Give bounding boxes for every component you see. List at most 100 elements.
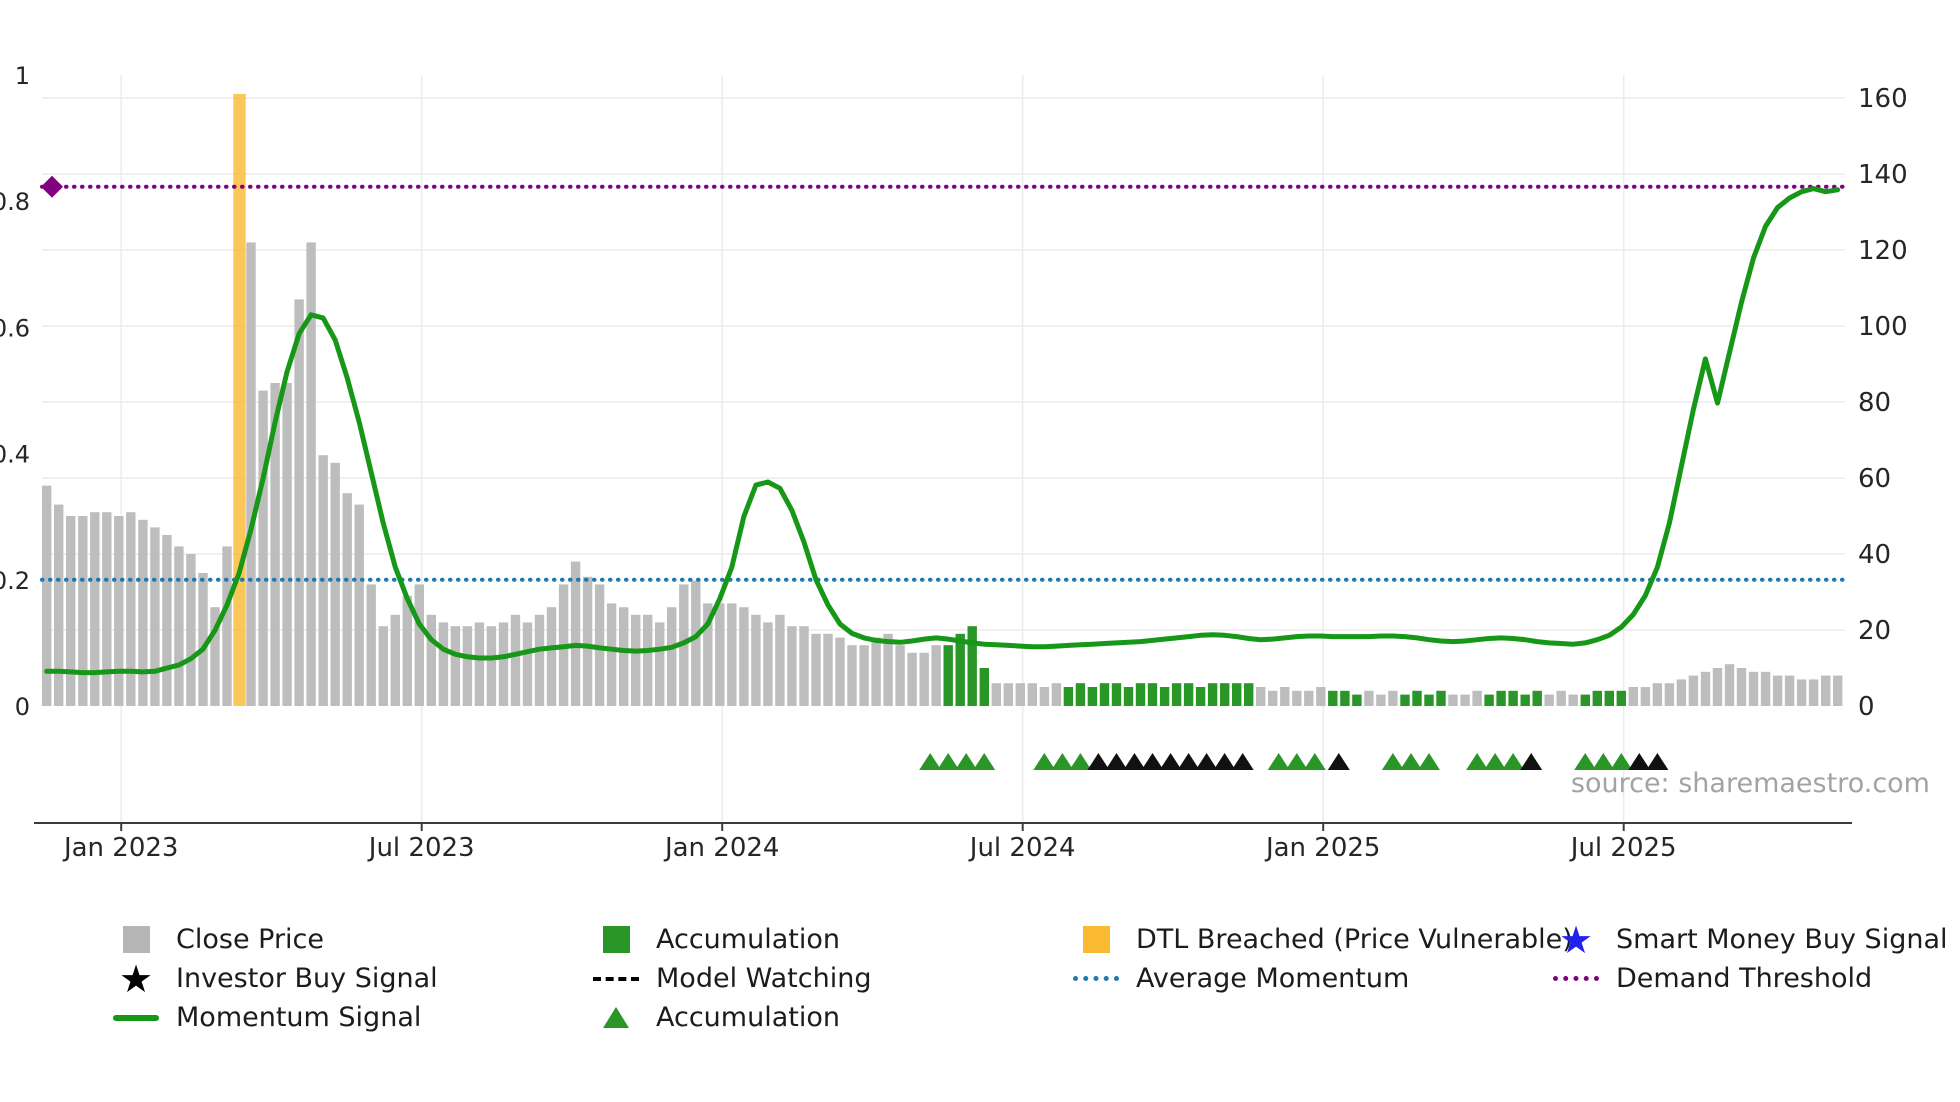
right-tick-label: 160 xyxy=(1858,84,1908,114)
investor-buy-triangle-icon xyxy=(1141,753,1164,770)
right-tick-label: 0 xyxy=(1858,692,1875,722)
square-marker-icon xyxy=(112,926,160,953)
accumulation-triangle-icon xyxy=(973,753,996,770)
buy-signal-markers xyxy=(919,753,1669,770)
x-tick-label: Jul 2024 xyxy=(968,833,1076,863)
x-tick-label: Jul 2025 xyxy=(1569,833,1677,863)
legend-label: Smart Money Buy Signal xyxy=(1616,924,1948,955)
legend-label: Model Watching xyxy=(656,963,872,994)
legend-label: Demand Threshold xyxy=(1616,963,1873,994)
right-tick-label: 80 xyxy=(1858,388,1891,418)
legend-item-accumulation: Accumulation xyxy=(592,920,871,959)
accumulation-triangle-icon xyxy=(1574,753,1597,770)
left-tick-label: 0.6 xyxy=(0,314,30,342)
investor-buy-triangle-icon xyxy=(1105,753,1128,770)
legend-item-momentum-signal: Momentum Signal xyxy=(112,998,438,1037)
gridlines xyxy=(42,75,1845,823)
square-marker-icon xyxy=(1072,926,1120,953)
accumulation-triangle-icon xyxy=(1069,753,1092,770)
right-tick-label: 100 xyxy=(1858,312,1908,342)
legend-column-4: ★ Smart Money Buy Signal Demand Threshold xyxy=(1552,920,1948,998)
x-tick-label: Jan 2023 xyxy=(62,833,179,863)
right-tick-label: 20 xyxy=(1858,616,1891,646)
legend-label: Accumulation xyxy=(656,924,840,955)
momentum-chart: Jan 2023 Jul 2023 Jan 2024 Jul 2024 Jan 2025… xyxy=(0,62,1908,863)
demand-threshold-marker xyxy=(41,175,63,198)
right-tick-label: 40 xyxy=(1858,540,1891,570)
legend-item-close-price: Close Price xyxy=(112,920,438,959)
triangle-marker-icon xyxy=(592,1007,640,1028)
legend-item-accumulation: Accumulation xyxy=(592,998,871,1037)
investor-buy-triangle-icon xyxy=(1123,753,1146,770)
legend-item-average-momentum: Average Momentum xyxy=(1072,959,1573,998)
legend-column-2: Accumulation Model Watching Accumulation xyxy=(592,920,871,1037)
legend-item-investor-buy-signal: ★ Investor Buy Signal xyxy=(112,959,438,998)
accumulation-triangle-icon xyxy=(1466,753,1489,770)
left-tick-label: 0 xyxy=(15,693,30,721)
reference-lines xyxy=(40,184,1847,582)
source-attribution: source: sharemaestro.com xyxy=(1570,768,1930,799)
investor-buy-triangle-icon xyxy=(1195,753,1218,770)
investor-buy-triangle-icon xyxy=(1159,753,1182,770)
accumulation-triangle-icon xyxy=(1285,753,1308,770)
left-tick-label: 0.4 xyxy=(0,441,30,469)
investor-buy-triangle-icon xyxy=(1646,753,1669,770)
legend-label: Average Momentum xyxy=(1136,963,1410,994)
y-axis-left: 0 0.2 0.4 0.6 0.8 1 xyxy=(0,62,30,721)
line-marker-icon xyxy=(112,1014,160,1021)
investor-buy-triangle-icon xyxy=(1213,753,1236,770)
left-tick-label: 1 xyxy=(15,62,30,90)
legend-item-dtl-breached-price-vulnerable: DTL Breached (Price Vulnerable) xyxy=(1072,920,1573,959)
investor-buy-triangle-icon xyxy=(1231,753,1254,770)
legend-item-demand-threshold: Demand Threshold xyxy=(1552,959,1948,998)
investor-buy-triangle-icon xyxy=(1628,753,1651,770)
accumulation-triangle-icon xyxy=(1610,753,1633,770)
legend-item-smart-money-buy-signal: ★ Smart Money Buy Signal xyxy=(1552,920,1948,959)
left-tick-label: 0.8 xyxy=(0,188,30,216)
legend-label: DTL Breached (Price Vulnerable) xyxy=(1136,924,1573,955)
right-tick-label: 60 xyxy=(1858,464,1891,494)
accumulation-triangle-icon xyxy=(1303,753,1326,770)
legend-item-model-watching: Model Watching xyxy=(592,959,871,998)
investor-buy-triangle-icon xyxy=(1327,753,1350,770)
accumulation-triangle-icon xyxy=(955,753,978,770)
legend-column-1: Close Price ★ Investor Buy Signal Momentum … xyxy=(112,920,438,1037)
x-tick-label: Jan 2024 xyxy=(663,833,780,863)
accumulation-triangle-icon xyxy=(1033,753,1056,770)
left-tick-label: 0.2 xyxy=(0,567,30,595)
accumulation-triangle-icon xyxy=(1267,753,1290,770)
accumulation-triangle-icon xyxy=(1051,753,1074,770)
legend-label: Momentum Signal xyxy=(176,1002,422,1033)
dotted-marker-icon xyxy=(1552,976,1600,981)
accumulation-triangle-icon xyxy=(937,753,960,770)
accumulation-triangle-icon xyxy=(1381,753,1404,770)
dotted-marker-icon xyxy=(1072,976,1120,981)
x-tick-label: Jul 2023 xyxy=(367,833,475,863)
investor-buy-triangle-icon xyxy=(1520,753,1543,770)
investor-buy-triangle-icon xyxy=(1087,753,1110,770)
legend-label: Close Price xyxy=(176,924,324,955)
square-marker-icon xyxy=(592,926,640,953)
star-marker-icon: ★ xyxy=(118,956,154,1001)
dashed-marker-icon xyxy=(592,976,640,981)
legend-label: Accumulation xyxy=(656,1002,840,1033)
accumulation-triangle-icon xyxy=(1484,753,1507,770)
x-tick-label: Jan 2025 xyxy=(1264,833,1381,863)
legend-column-3: DTL Breached (Price Vulnerable) Average M… xyxy=(1072,920,1573,998)
y-axis-right: 0 20 40 60 80 100 120 140 160 xyxy=(1858,84,1908,722)
momentum-line xyxy=(44,186,1841,676)
accumulation-triangle-icon xyxy=(1418,753,1440,770)
right-tick-label: 120 xyxy=(1858,236,1908,266)
accumulation-triangle-icon xyxy=(1502,753,1525,770)
x-axis: Jan 2023 Jul 2023 Jan 2024 Jul 2024 Jan 2025… xyxy=(34,822,1852,863)
threshold-diamond-icon xyxy=(41,175,63,198)
accumulation-triangle-icon xyxy=(1400,753,1422,770)
accumulation-triangle-icon xyxy=(919,753,942,770)
right-tick-label: 140 xyxy=(1858,160,1908,190)
price-bars xyxy=(42,93,1843,706)
legend: Close Price ★ Investor Buy Signal Momentum … xyxy=(0,920,1960,1060)
legend-label: Investor Buy Signal xyxy=(176,963,438,994)
star-marker-icon: ★ xyxy=(1558,917,1594,962)
accumulation-triangle-icon xyxy=(1592,753,1615,770)
